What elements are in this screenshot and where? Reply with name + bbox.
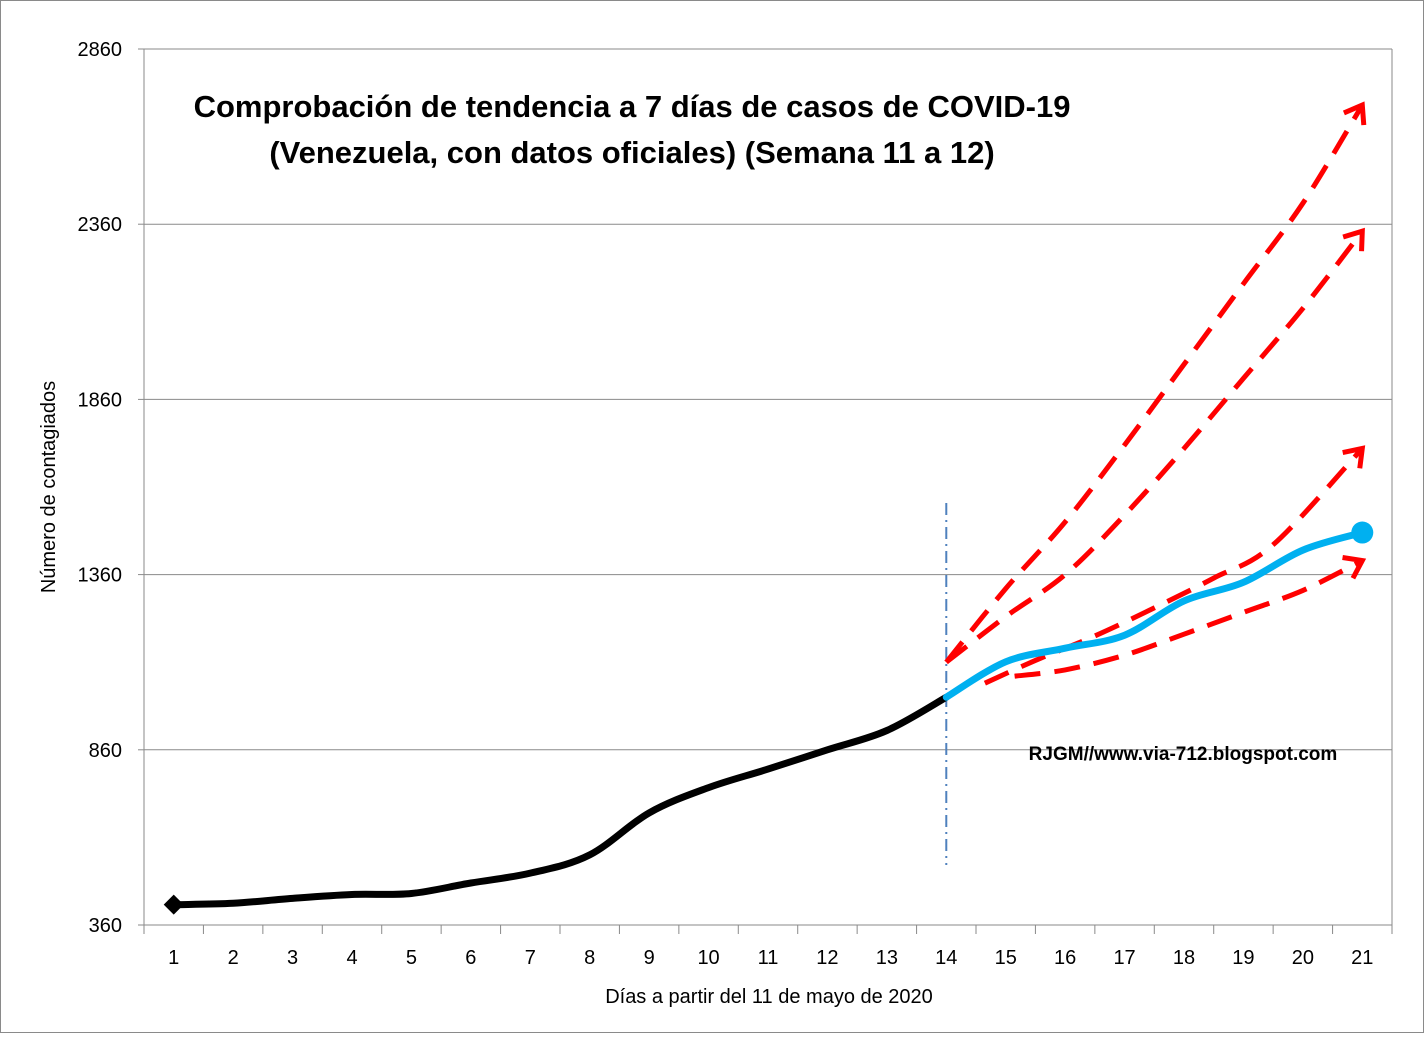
projection-line-3 <box>944 229 1365 665</box>
x-tick-label: 17 <box>1113 947 1135 969</box>
x-tick-label: 10 <box>697 947 719 969</box>
projection-arrowhead-3 <box>1342 227 1365 252</box>
x-tick-label: 21 <box>1351 947 1373 969</box>
start-marker-diamond <box>163 894 184 915</box>
x-tick-labels: 1 2 3 4 5 6 7 8 9 10 11 12 13 14 15 16 17 18 19 20 21 <box>168 947 1373 969</box>
projection-arrowhead-1 <box>1342 555 1367 580</box>
projection-line-1 <box>1014 558 1364 679</box>
projection-line-2 <box>983 446 1365 686</box>
x-tick-label: 16 <box>1054 947 1076 969</box>
x-tick-label: 11 <box>758 947 779 969</box>
y-tick-label: 2860 <box>78 39 123 61</box>
x-tick-label: 4 <box>346 947 357 969</box>
chart-title-line-2: (Venezuela, con datos oficiales) (Semana… <box>269 135 994 170</box>
end-marker-circle <box>1351 521 1374 544</box>
x-tick-label: 19 <box>1232 947 1254 969</box>
x-tick-label: 15 <box>995 947 1017 969</box>
y-axis-title: Número de contagiados <box>38 381 60 593</box>
y-tick-labels: 360 860 1360 1860 2360 2860 <box>78 39 123 937</box>
x-tick-label: 20 <box>1292 947 1314 969</box>
projection-arrowhead-4 <box>1342 101 1367 126</box>
series-line-weeks-1-2 <box>170 693 950 909</box>
y-tick-label: 360 <box>89 915 122 937</box>
x-tick-label: 9 <box>644 947 655 969</box>
x-tick-label: 2 <box>228 947 239 969</box>
watermark-text: RJGM//www.via-712.blogspot.com <box>1029 744 1338 765</box>
y-tick-label: 1360 <box>78 565 123 587</box>
projection-arrowhead-2 <box>1342 445 1366 469</box>
projection-line-4 <box>944 103 1365 664</box>
x-tick-label: 8 <box>584 947 595 969</box>
x-tick-label: 3 <box>287 947 298 969</box>
data-series <box>163 521 1374 915</box>
x-tick-label: 7 <box>525 947 536 969</box>
x-tick-label: 12 <box>816 947 838 969</box>
y-tick-label: 860 <box>89 740 122 762</box>
x-tick-label: 1 <box>168 947 179 969</box>
x-tick-label: 14 <box>935 947 957 969</box>
y-tick-label: 1860 <box>78 389 123 411</box>
y-tick-label: 2360 <box>78 214 123 236</box>
chart-title-line-1: Comprobación de tendencia a 7 días de ca… <box>194 89 1071 124</box>
series-line-week-3 <box>942 529 1366 701</box>
x-tick-label: 5 <box>406 947 417 969</box>
gridlines <box>144 48 1392 865</box>
axes <box>138 48 1393 934</box>
x-tick-label: 18 <box>1173 947 1195 969</box>
x-axis-title: Días a partir del 11 de mayo de 2020 <box>605 986 933 1008</box>
projection-arrows <box>944 101 1367 686</box>
x-tick-label: 6 <box>465 947 476 969</box>
x-tick-label: 13 <box>876 947 898 969</box>
